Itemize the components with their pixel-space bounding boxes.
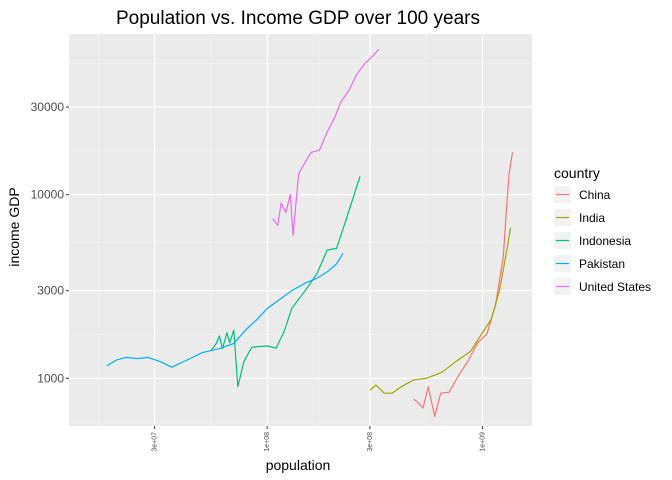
series-lines bbox=[106, 48, 514, 417]
y-axis-title: income GDP bbox=[6, 187, 22, 266]
series-line-united-states bbox=[272, 48, 380, 236]
series-line-india bbox=[369, 227, 512, 394]
legend-label: Indonesia bbox=[579, 234, 631, 248]
legend-label: China bbox=[579, 188, 611, 202]
x-axis: 3e+07 1e+08 3e+08 1e+09 bbox=[152, 426, 486, 452]
legend-title: country bbox=[554, 165, 600, 181]
grid-minor bbox=[69, 34, 532, 426]
y-axis: 1000 3000 10000 30000 bbox=[31, 100, 69, 385]
plot-panel bbox=[69, 34, 532, 426]
legend-label: Pakistan bbox=[579, 257, 625, 271]
series-line-pakistan bbox=[106, 252, 344, 368]
y-tick-label: 30000 bbox=[31, 100, 65, 114]
x-axis-title: population bbox=[266, 457, 331, 473]
y-tick-label: 10000 bbox=[31, 188, 65, 202]
chart-title: Population vs. Income GDP over 100 years bbox=[116, 8, 480, 29]
series-line-indonesia bbox=[210, 176, 361, 388]
x-tick-label: 3e+07 bbox=[152, 432, 159, 452]
x-tick-label: 3e+08 bbox=[367, 432, 374, 452]
legend-label: India bbox=[579, 211, 605, 225]
series-line-china bbox=[413, 152, 514, 417]
x-tick-label: 1e+09 bbox=[479, 432, 486, 452]
y-tick-label: 1000 bbox=[37, 371, 64, 385]
legend: country China India Indonesia Pakistan Unite… bbox=[554, 165, 651, 295]
grid-major bbox=[69, 34, 532, 426]
x-tick-label: 1e+08 bbox=[264, 432, 271, 452]
legend-label: United States bbox=[579, 280, 651, 294]
y-tick-label: 3000 bbox=[37, 284, 64, 298]
